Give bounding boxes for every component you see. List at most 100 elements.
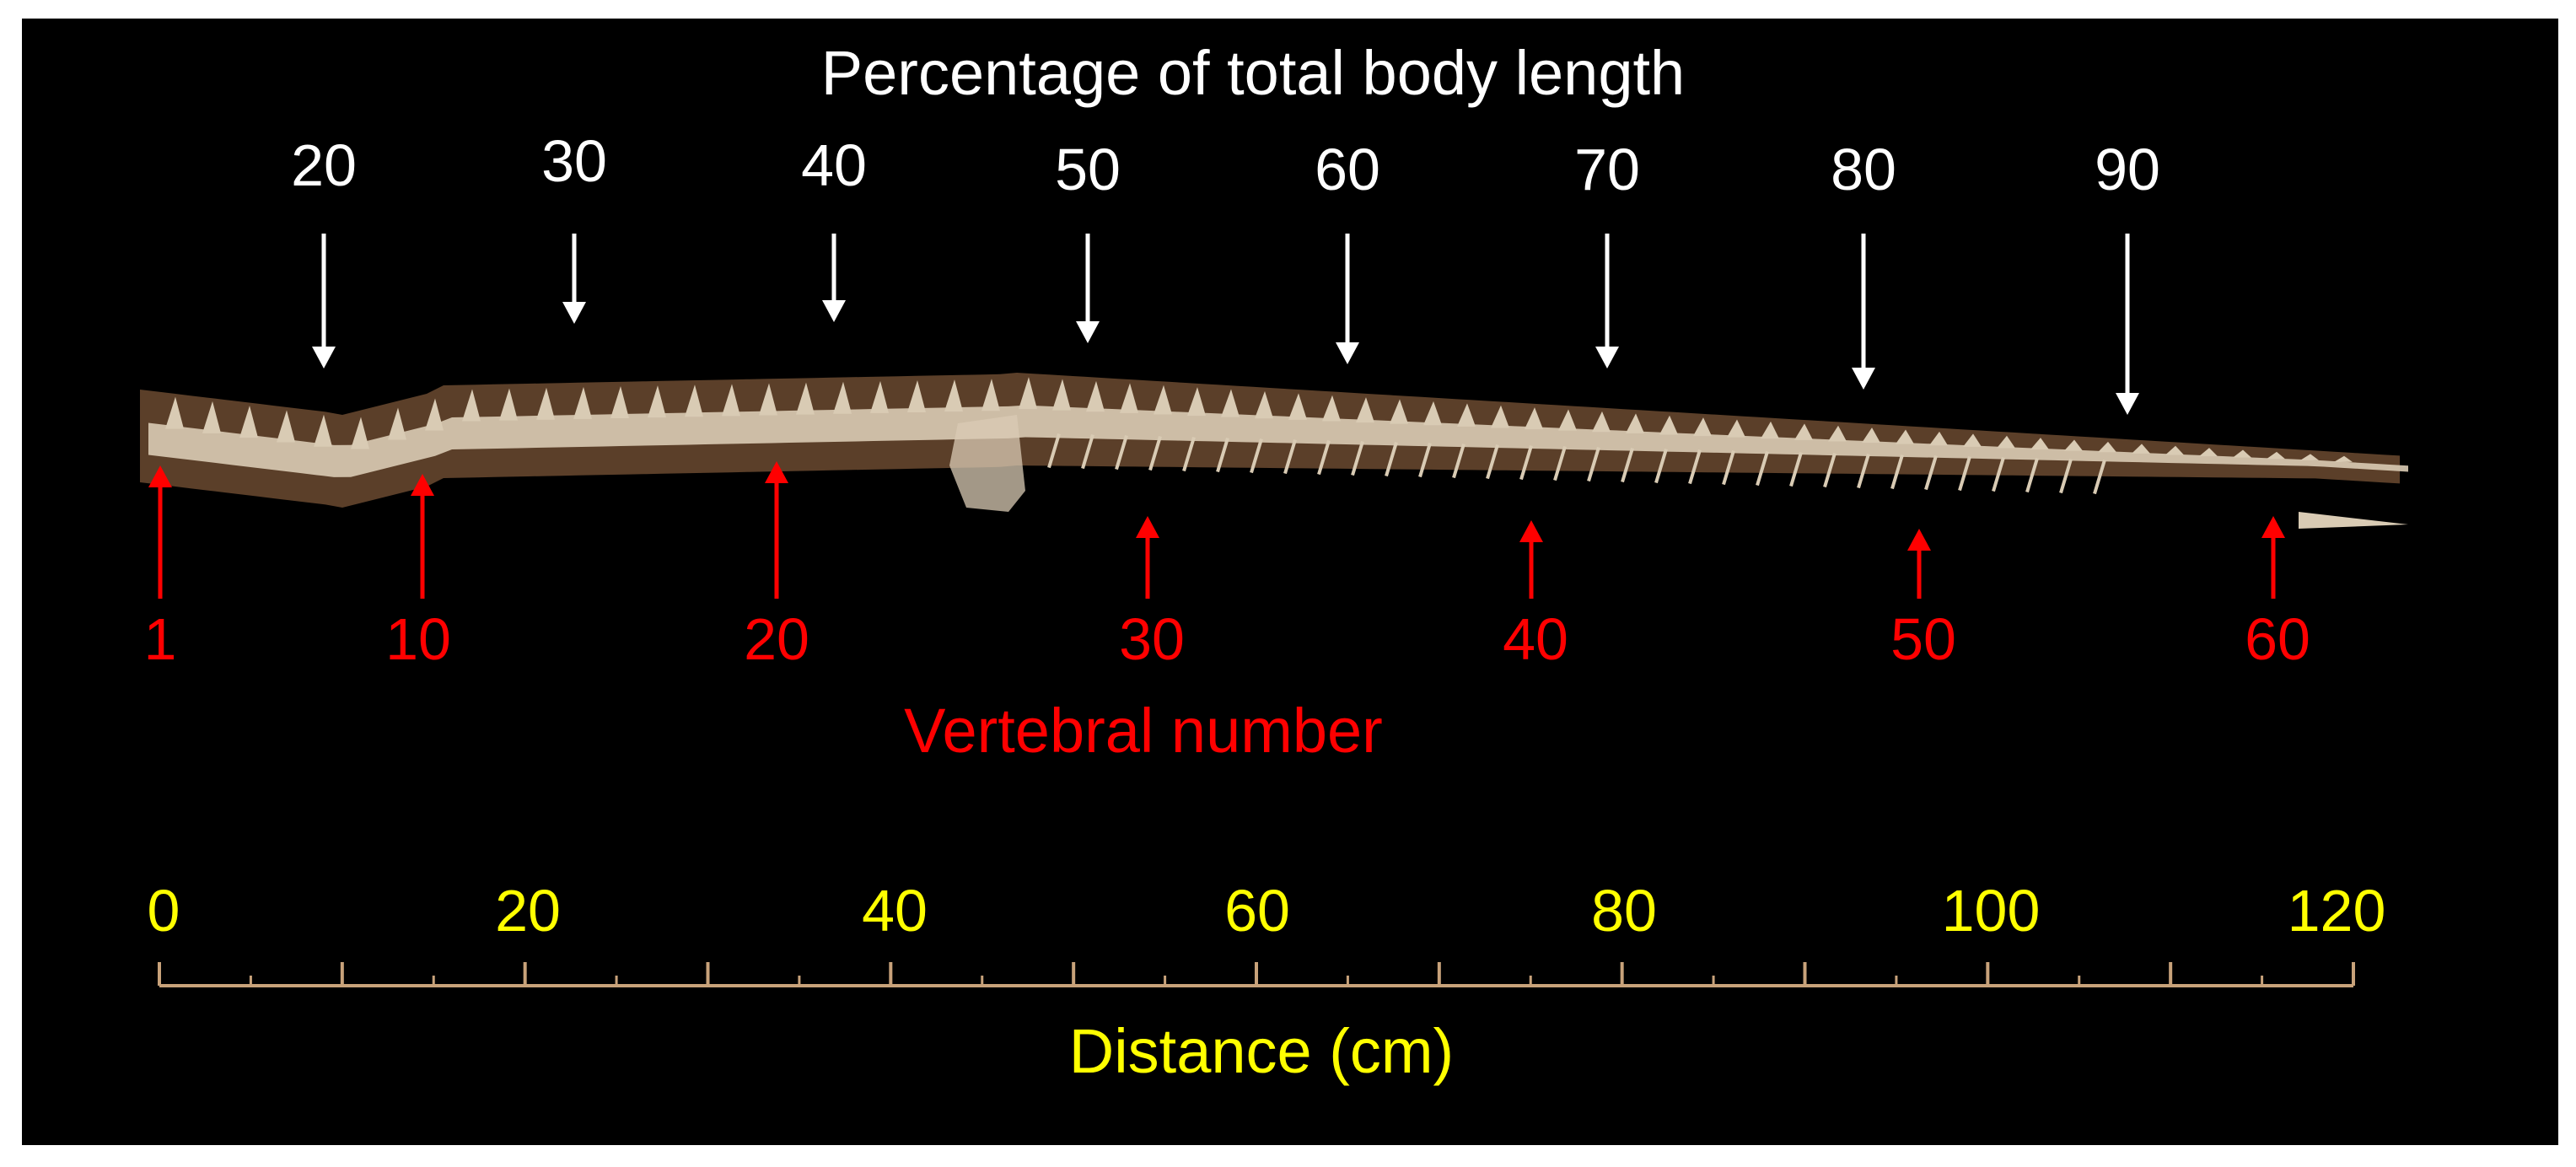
neural-spine bbox=[685, 385, 703, 417]
rib bbox=[1486, 444, 1499, 480]
skeleton-figure: Percentage of total body length Vertebra… bbox=[140, 38, 2408, 1086]
neural-spine bbox=[1356, 397, 1374, 423]
rib bbox=[1519, 444, 1533, 481]
neural-spine bbox=[648, 385, 666, 418]
neural-spine bbox=[2334, 455, 2353, 462]
rib bbox=[1756, 450, 1769, 487]
neural-spine bbox=[2064, 439, 2083, 451]
skeleton-image bbox=[140, 373, 2408, 529]
neural-spine bbox=[2267, 451, 2285, 460]
pelvis bbox=[949, 415, 1025, 512]
neural-spine bbox=[536, 387, 555, 420]
neural-spine bbox=[1525, 407, 1543, 430]
neural-spine bbox=[1086, 380, 1105, 412]
neural-spine bbox=[1491, 405, 1509, 428]
neural-spine bbox=[610, 386, 629, 419]
figure-panel: Percentage of total body length Vertebra… bbox=[22, 19, 2558, 1145]
neural-spine bbox=[499, 388, 518, 421]
neural-spine bbox=[2233, 449, 2251, 458]
neural-spine bbox=[1929, 431, 1948, 446]
tail-tip bbox=[2299, 512, 2408, 529]
rib bbox=[1553, 445, 1567, 481]
vertebra-label: 60 bbox=[2245, 606, 2310, 672]
percent-arrow-head bbox=[562, 302, 586, 324]
distance-title: Distance (cm) bbox=[1069, 1016, 1454, 1086]
rib bbox=[1857, 453, 1870, 489]
scale-label: 120 bbox=[2288, 878, 2386, 944]
rib bbox=[1823, 452, 1837, 488]
percentage-markers: 20 30 40 50 60 70 80 90 bbox=[291, 128, 2160, 415]
percent-arrow-head bbox=[1852, 368, 1875, 390]
rib bbox=[1182, 436, 1196, 472]
rib bbox=[2059, 458, 2073, 494]
neural-spine bbox=[2132, 444, 2150, 454]
scale-label: 40 bbox=[862, 878, 928, 944]
rib bbox=[1047, 433, 1061, 469]
rib bbox=[1283, 438, 1297, 475]
rib bbox=[2025, 457, 2039, 493]
vertebra-arrow-head bbox=[411, 474, 434, 496]
neural-spine bbox=[351, 417, 369, 449]
rib bbox=[1452, 443, 1465, 479]
percent-arrow-head bbox=[822, 300, 846, 322]
vertebra-label: 30 bbox=[1119, 606, 1185, 672]
percent-label: 30 bbox=[541, 128, 607, 194]
rib bbox=[1621, 447, 1634, 483]
neural-spine bbox=[1120, 383, 1138, 413]
neural-spine bbox=[1828, 425, 1847, 442]
neural-spine bbox=[981, 379, 1000, 411]
vertebra-label: 20 bbox=[744, 606, 809, 672]
neural-spine bbox=[1896, 429, 1914, 444]
vertebra-arrow-head bbox=[1519, 520, 1543, 542]
rib bbox=[1958, 455, 1971, 492]
neural-spine bbox=[462, 389, 481, 422]
neural-spine bbox=[907, 380, 926, 412]
neural-spine bbox=[1019, 377, 1037, 410]
scale-label: 20 bbox=[495, 878, 561, 944]
rib bbox=[1688, 449, 1702, 485]
vertebra-label: 40 bbox=[1503, 606, 1568, 672]
neural-spine bbox=[2030, 438, 2049, 450]
rib bbox=[1992, 456, 2005, 492]
neural-spine bbox=[388, 407, 406, 440]
neural-spine bbox=[1288, 393, 1307, 420]
rib bbox=[1216, 437, 1229, 473]
percent-arrow-head bbox=[1336, 342, 1359, 364]
neural-spine bbox=[2165, 445, 2184, 455]
neural-spine bbox=[870, 380, 889, 413]
rib bbox=[1722, 449, 1735, 486]
neural-spine bbox=[1963, 433, 1982, 447]
neural-spine bbox=[1457, 403, 1476, 427]
rib bbox=[1587, 446, 1600, 482]
rib bbox=[1317, 439, 1331, 476]
neural-spine bbox=[1997, 435, 2015, 449]
percent-label: 70 bbox=[1574, 137, 1640, 202]
vertebra-arrow-head bbox=[765, 461, 788, 483]
scale-label: 0 bbox=[148, 878, 180, 944]
vertebral-number-title: Vertebral number bbox=[904, 696, 1383, 766]
distance-scale: 0 20 40 60 80 100 120 bbox=[148, 878, 2386, 987]
neural-spine bbox=[1626, 413, 1644, 433]
neural-spine bbox=[573, 386, 592, 419]
neural-spine bbox=[796, 382, 815, 415]
percent-label: 40 bbox=[801, 132, 867, 198]
percent-label: 20 bbox=[291, 132, 357, 198]
neural-spine bbox=[1693, 417, 1712, 437]
neural-spine bbox=[1862, 428, 1880, 444]
neural-spine bbox=[2199, 448, 2218, 457]
neural-spine bbox=[1322, 395, 1341, 422]
rib bbox=[1081, 433, 1094, 470]
neural-spine bbox=[1423, 401, 1442, 426]
rib bbox=[1385, 441, 1398, 477]
percent-arrow-head bbox=[312, 347, 336, 368]
neural-spine bbox=[1592, 411, 1611, 433]
scale-label: 100 bbox=[1942, 878, 2041, 944]
rib bbox=[1418, 442, 1432, 478]
percent-label: 80 bbox=[1831, 137, 1896, 202]
rib bbox=[1924, 454, 1938, 491]
neural-spine bbox=[1221, 389, 1240, 417]
neural-spine bbox=[165, 396, 184, 429]
vertebra-arrow-head bbox=[148, 465, 172, 487]
rib bbox=[1351, 440, 1364, 476]
rib bbox=[1148, 435, 1162, 471]
